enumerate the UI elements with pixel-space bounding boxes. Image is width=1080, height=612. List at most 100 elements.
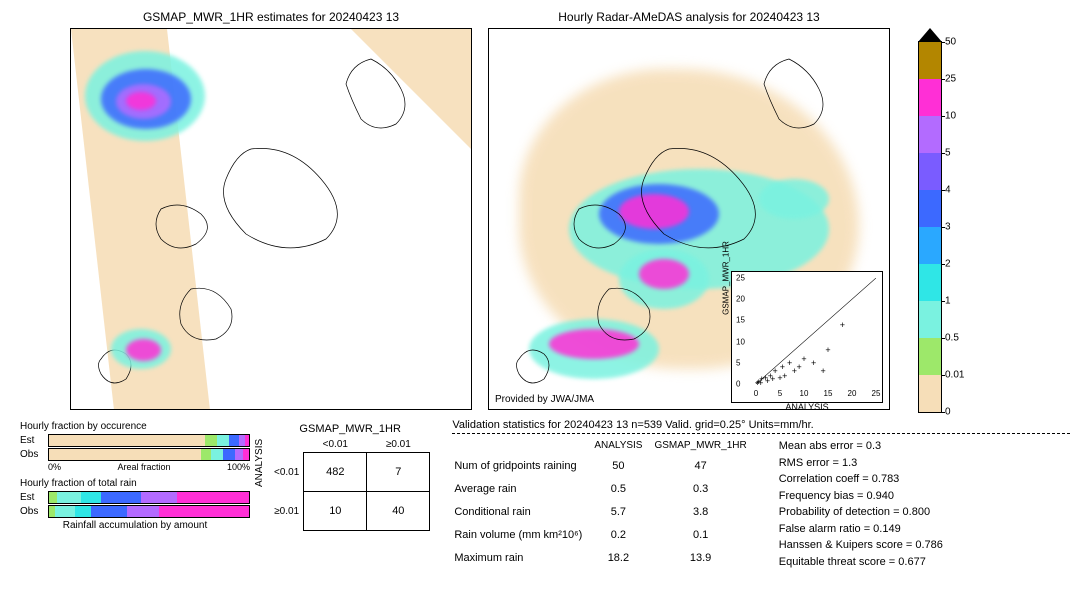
- bar-segment: [49, 435, 205, 446]
- totalrain-bars: Est Obs: [20, 491, 250, 518]
- axis-100: 100%: [227, 462, 250, 472]
- stats-val-b: 13.9: [654, 547, 756, 568]
- radar-title: Hourly Radar-AMeDAS analysis for 2024042…: [488, 10, 890, 24]
- rain-blob: [126, 339, 161, 361]
- stats-table: ANALYSIS GSMAP_MWR_1HR Num of gridpoints…: [452, 438, 758, 570]
- stats-label: Num of gridpoints raining: [454, 455, 592, 476]
- score-row: Mean abs error = 0.3: [779, 438, 943, 455]
- provided-by: Provided by JWA/JMA: [495, 394, 594, 405]
- colorbar-segment: [919, 375, 941, 412]
- stats-row: Rain volume (mm km²10⁶)0.20.1: [454, 524, 756, 545]
- bar-segment: [211, 449, 223, 460]
- scatter-point: +: [840, 320, 845, 330]
- bottom-row: Hourly fraction by occurence EstObs 0% A…: [10, 419, 1070, 570]
- occurrence-bars: Est Obs: [20, 434, 250, 461]
- contingency-col-header: GSMAP_MWR_1HR: [270, 423, 430, 435]
- gsmap-title: GSMAP_MWR_1HR estimates for 20240423 13: [70, 10, 472, 24]
- bar-segment: [55, 506, 75, 517]
- stats-val-b: 0.3: [654, 478, 756, 499]
- stats-label: Maximum rain: [454, 547, 592, 568]
- bar-outer: [48, 491, 250, 504]
- ct-cell-10: 10: [304, 492, 367, 531]
- ct-row-1: ≥0.01: [270, 492, 304, 531]
- colorbar-tick: 1: [945, 296, 951, 307]
- scatter-ytick: 25: [736, 274, 745, 283]
- colorbar-tick: 3: [945, 222, 951, 233]
- colorbar-tick: 5: [945, 148, 951, 159]
- scatter-point: +: [801, 354, 806, 364]
- ct-cell-00: 482: [304, 453, 367, 492]
- bar-segment: [177, 492, 249, 503]
- bar-outer: [48, 448, 250, 461]
- scatter-xtick: 20: [848, 389, 857, 398]
- bar-segment: [223, 449, 235, 460]
- bar-segment: [101, 492, 141, 503]
- scatter-inset: ++++++++++++++++++++ 0055101015152020252…: [731, 271, 883, 403]
- maps-row: GSMAP_MWR_1HR estimates for 20240423 13 …: [10, 10, 1070, 413]
- score-row: Equitable threat score = 0.677: [779, 554, 943, 571]
- stats-val-a: 50: [594, 455, 652, 476]
- stats-label: Average rain: [454, 478, 592, 499]
- colorbar-tick: 10: [945, 111, 956, 122]
- colorbar-segment: [919, 116, 941, 153]
- stats-col-b: GSMAP_MWR_1HR: [654, 440, 756, 453]
- stats-row: Num of gridpoints raining5047: [454, 455, 756, 476]
- satellite-label: MetOp-A AMSU-A/MHS: [81, 409, 176, 410]
- bar-segment: [141, 492, 177, 503]
- colorbar-segment: [919, 264, 941, 301]
- colorbar-segment: [919, 301, 941, 338]
- bar-segment: [217, 435, 229, 446]
- gsmap-panel: GSMAP_MWR_1HR estimates for 20240423 13 …: [70, 10, 472, 410]
- radar-map: Provided by JWA/JMA ++++++++++++++++++++…: [488, 28, 890, 410]
- colorbar-tick: 25: [945, 74, 956, 85]
- stats-label: Rain volume (mm km²10⁶): [454, 524, 592, 545]
- occurrence-axis: 0% Areal fraction 100%: [48, 462, 250, 472]
- axis-mid: Areal fraction: [117, 462, 170, 472]
- bar-segment: [57, 492, 81, 503]
- stats-val-a: 5.7: [594, 501, 652, 522]
- stats-val-b: 0.1: [654, 524, 756, 545]
- bar-label: Obs: [20, 506, 48, 517]
- bar-row: Obs: [20, 448, 250, 461]
- satellite-label: GPM-Core GMI: [471, 166, 472, 229]
- scatter-ytick: 15: [736, 316, 745, 325]
- scatter-xtick: 0: [754, 389, 758, 398]
- scatter-ylabel: GSMAP_MWR_1HR: [722, 241, 731, 315]
- bar-label: Obs: [20, 449, 48, 460]
- bar-segment: [91, 506, 127, 517]
- contingency-block: GSMAP_MWR_1HR ANALYSIS <0.01 ≥0.01 <0.01…: [270, 423, 430, 570]
- bar-segment: [49, 492, 57, 503]
- rain-blob: [126, 92, 156, 110]
- contingency-table: <0.01 ≥0.01 <0.01 482 7 ≥0.01 10 40: [270, 437, 430, 531]
- score-row: Probability of detection = 0.800: [779, 504, 943, 521]
- colorbar-tick: 0.5: [945, 333, 959, 344]
- contingency-row-header: ANALYSIS: [254, 438, 265, 486]
- bar-segment: [201, 449, 211, 460]
- scatter-xtick: 5: [778, 389, 782, 398]
- colorbar-tick: 2: [945, 259, 951, 270]
- colorbar-arrow-icon: [918, 28, 942, 42]
- totalrain-title: Hourly fraction of total rain: [20, 478, 250, 489]
- colorbar-segment: [919, 153, 941, 190]
- score-row: False alarm ratio = 0.149: [779, 521, 943, 538]
- score-row: Frequency bias = 0.940: [779, 488, 943, 505]
- scatter-point: +: [782, 371, 787, 381]
- bar-label: Est: [20, 492, 48, 503]
- radar-panel: Hourly Radar-AMeDAS analysis for 2024042…: [488, 10, 890, 410]
- bar-segment: [243, 449, 249, 460]
- bar-segment: [81, 492, 101, 503]
- colorbar-tick: 50: [945, 37, 956, 48]
- scatter-ytick: 5: [736, 358, 740, 367]
- bar-segment: [127, 506, 159, 517]
- stats-val-b: 47: [654, 455, 756, 476]
- scatter-ytick: 0: [736, 380, 740, 389]
- colorbar-tick: 4: [945, 185, 951, 196]
- bar-row: Est: [20, 434, 250, 447]
- gsmap-map: 45°N40°N35°N30°N25°N125°E130°E135°E140°E…: [70, 28, 472, 410]
- colorbar-segment: [919, 338, 941, 375]
- bar-outer: [48, 434, 250, 447]
- stats-title: Validation statistics for 20240423 13 n=…: [452, 419, 1070, 431]
- scatter-xtick: 25: [872, 389, 881, 398]
- stats-val-a: 0.5: [594, 478, 652, 499]
- bar-row: Est: [20, 491, 250, 504]
